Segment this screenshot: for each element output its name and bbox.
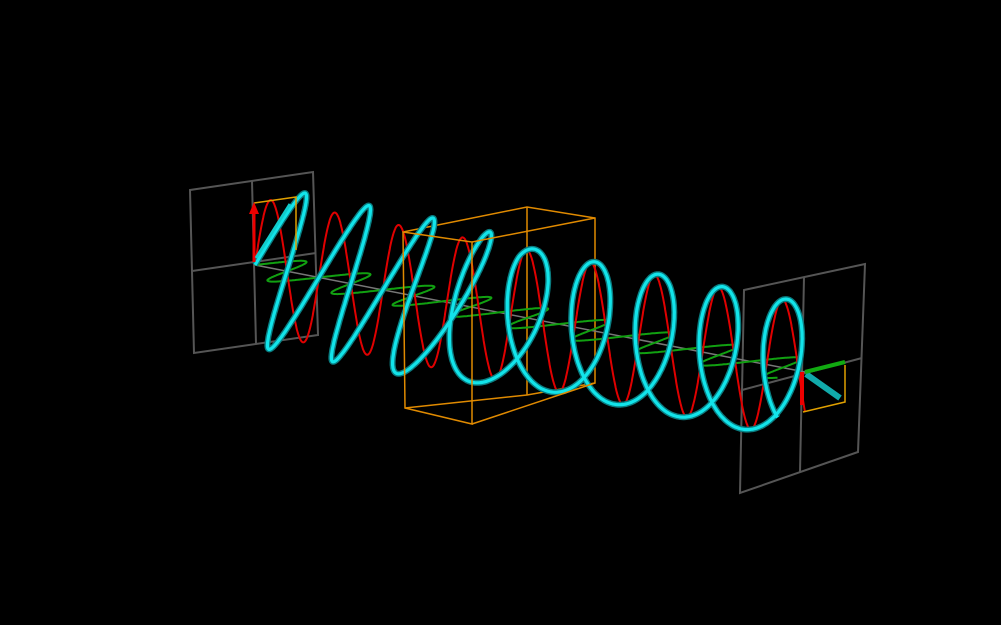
waves bbox=[252, 190, 806, 433]
polarization-tube bbox=[253, 191, 804, 432]
plate-edge bbox=[471, 217, 596, 243]
wave-plate-back bbox=[402, 206, 596, 409]
plate-edge bbox=[402, 206, 596, 409]
polarization-arrow bbox=[804, 371, 842, 401]
indicator-box bbox=[802, 365, 846, 413]
h-field-wave bbox=[254, 259, 804, 379]
grid-frame bbox=[738, 262, 867, 495]
polarization-arrow bbox=[254, 203, 292, 259]
h-field-arrow bbox=[804, 360, 846, 374]
indicator bbox=[253, 196, 846, 413]
plate-edge bbox=[471, 382, 596, 425]
arrows bbox=[249, 202, 846, 405]
arrow-head bbox=[249, 202, 259, 214]
grid-frame bbox=[188, 170, 320, 355]
propagation-axis bbox=[254, 264, 806, 373]
indicator-box bbox=[253, 196, 297, 250]
wave-plate-front bbox=[402, 217, 596, 425]
